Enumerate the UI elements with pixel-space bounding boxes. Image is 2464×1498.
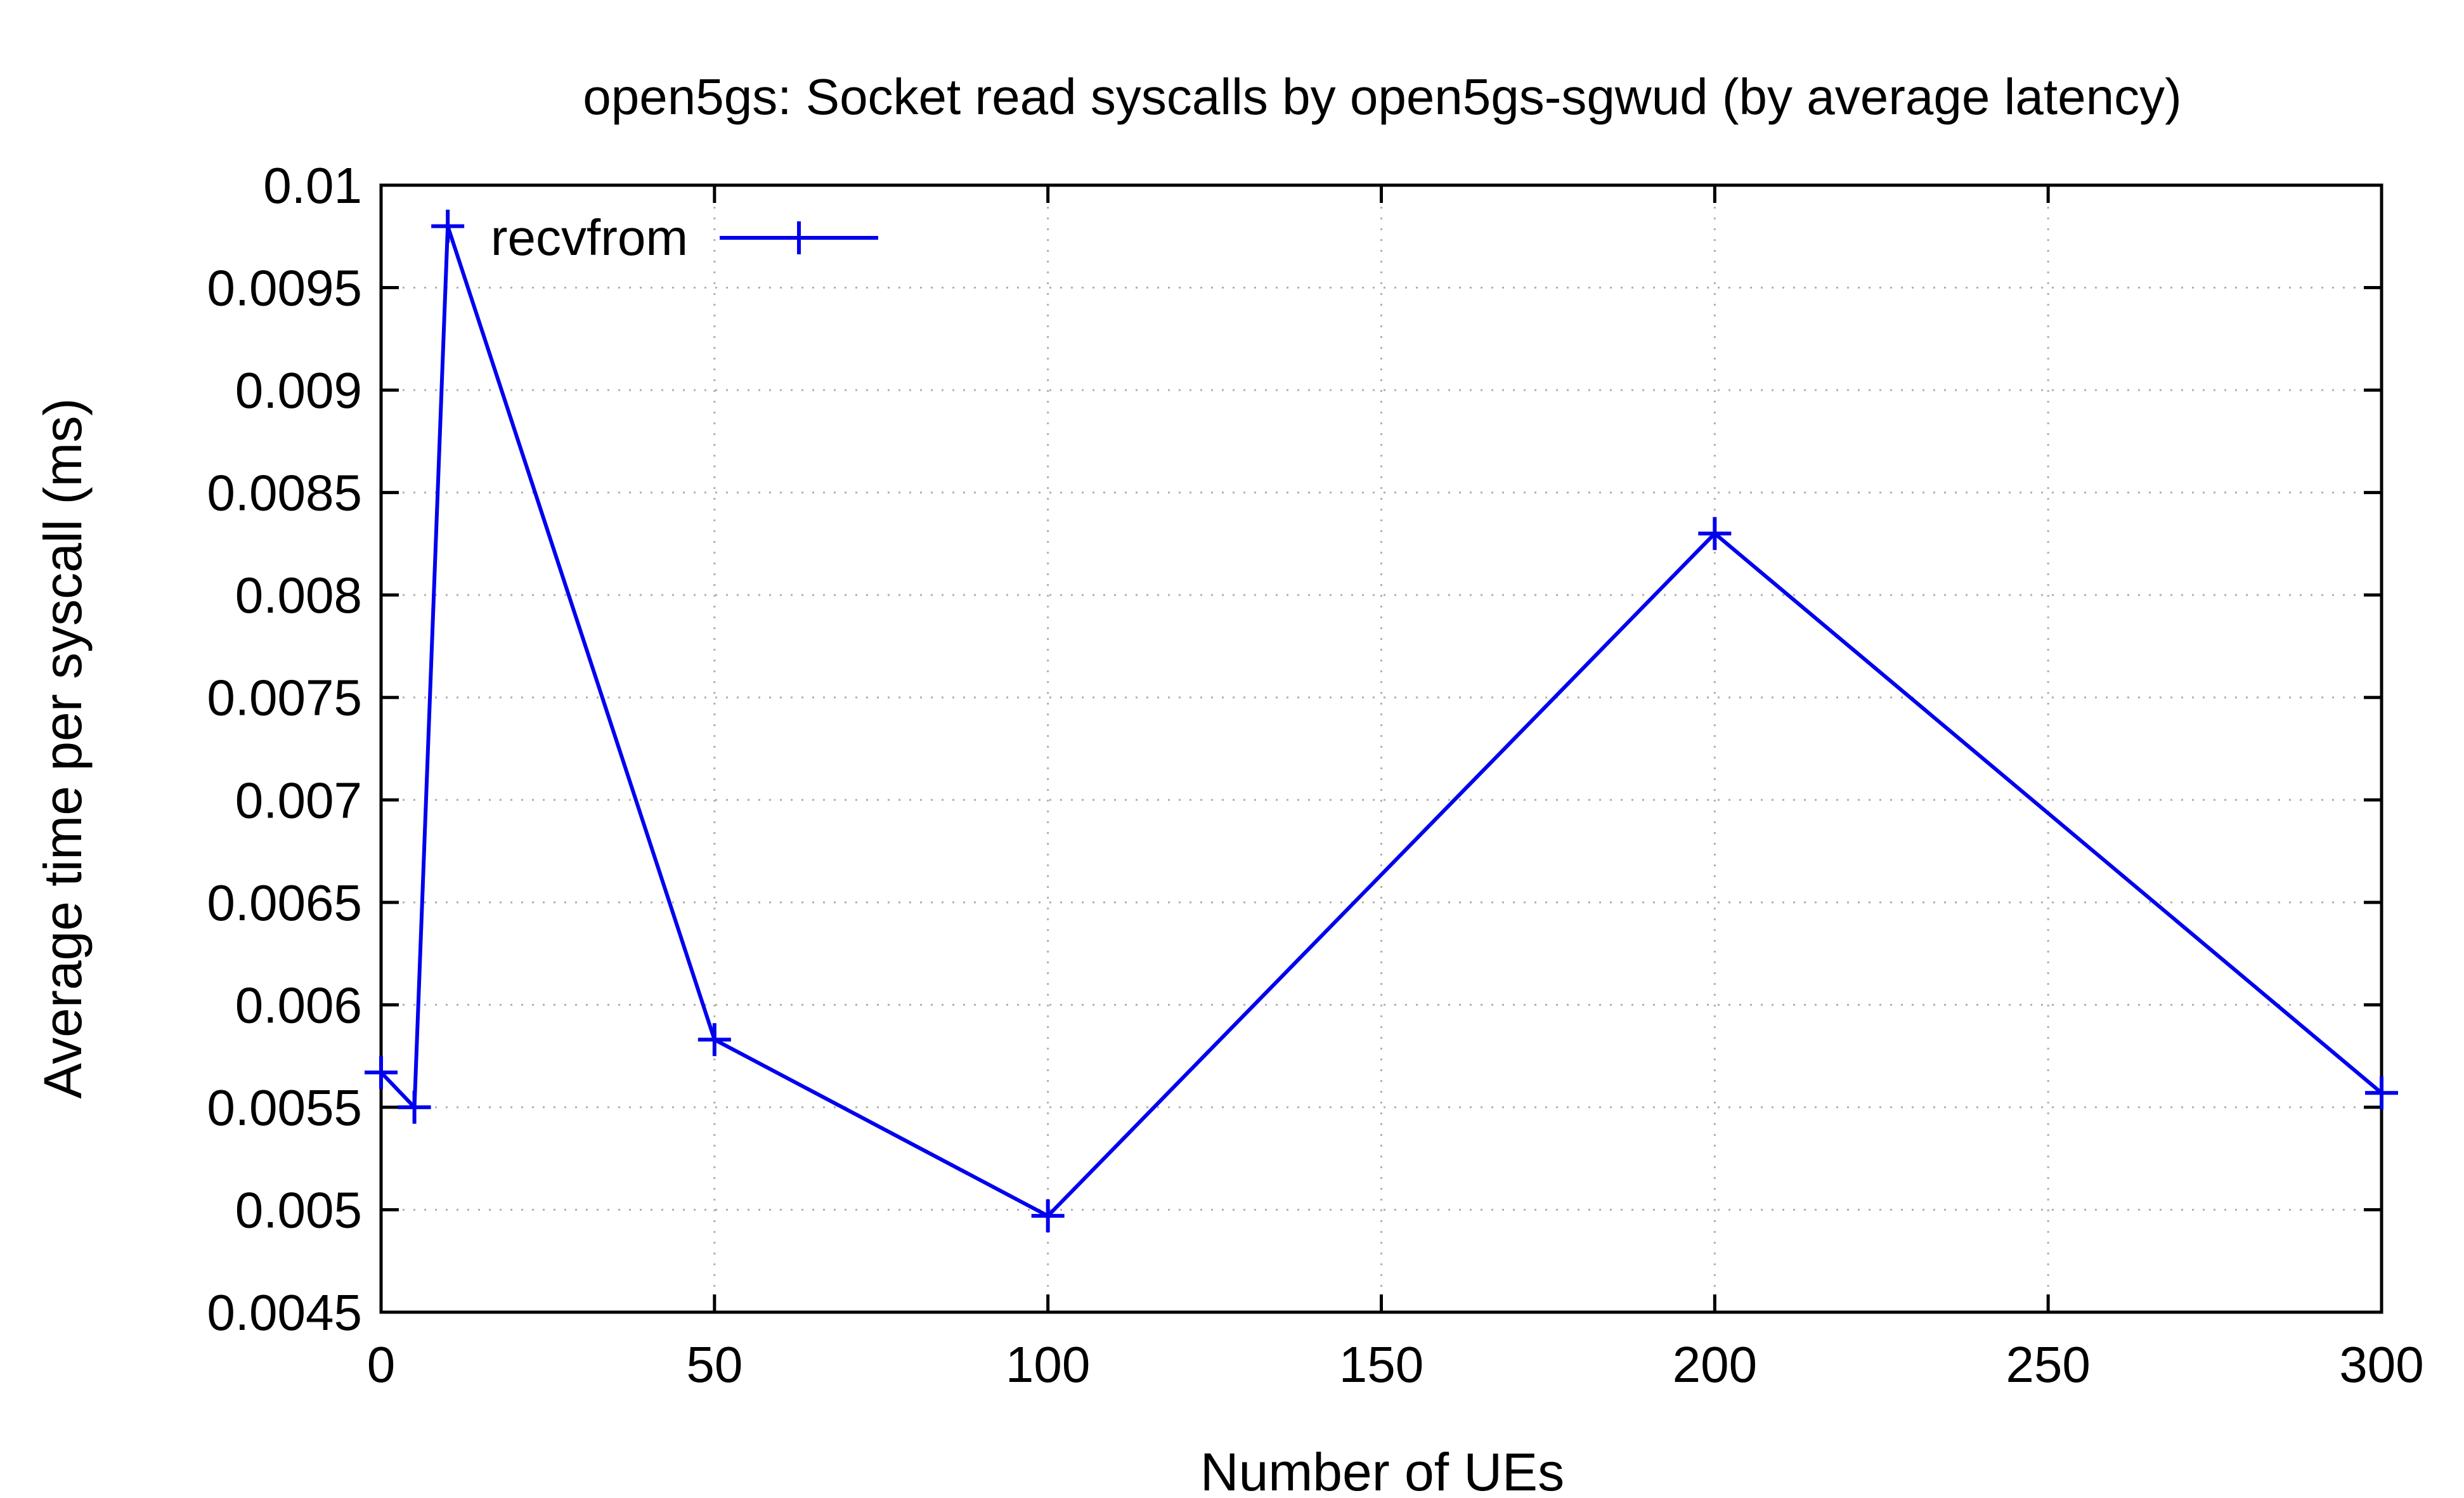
chart-title: open5gs: Socket read syscalls by open5gs… (583, 68, 2181, 125)
x-axis-label: Number of UEs (1200, 1442, 1564, 1498)
y-tick-label: 0.0065 (207, 875, 362, 931)
y-tick-label: 0.0075 (207, 670, 362, 726)
y-tick-label: 0.006 (235, 977, 362, 1033)
data-point (2365, 1076, 2398, 1110)
grid-lines (381, 185, 2382, 1312)
x-tick-label: 100 (1006, 1336, 1090, 1393)
y-tick-label: 0.007 (235, 772, 362, 828)
data-point (697, 1023, 731, 1057)
axis-ticks (379, 183, 2383, 1314)
y-tick-label: 0.0045 (207, 1284, 362, 1341)
x-tick-label: 250 (2006, 1336, 2090, 1393)
x-tick-label: 300 (2339, 1336, 2423, 1393)
legend-label-recvfrom: recvfrom (491, 209, 688, 266)
series-group (365, 209, 2398, 1233)
x-tick-label: 50 (686, 1336, 742, 1393)
x-tick-label: 200 (1673, 1336, 1757, 1393)
y-tick-label: 0.008 (235, 567, 362, 623)
y-tick-label: 0.0085 (207, 465, 362, 521)
y-tick-label: 0.01 (263, 157, 362, 214)
plot-frame (379, 183, 2383, 1314)
x-tick-label: 0 (367, 1336, 396, 1393)
y-tick-labels: 0.0045 0.005 0.0055 0.006 0.0065 0.007 0.0075 0… (207, 157, 362, 1341)
y-tick-label: 0.009 (235, 362, 362, 419)
data-point (1698, 517, 1732, 550)
legend: recvfrom (491, 209, 878, 266)
y-axis-label: Average time per syscall (ms) (33, 398, 93, 1099)
y-tick-label: 0.0055 (207, 1079, 362, 1136)
x-tick-label: 150 (1339, 1336, 1423, 1393)
data-point (365, 1055, 398, 1089)
y-tick-label: 0.005 (235, 1182, 362, 1238)
x-tick-labels: 0 50 100 150 200 250 300 (367, 1336, 2424, 1393)
data-point (1031, 1199, 1065, 1233)
data-point (398, 1090, 431, 1124)
data-point (431, 209, 465, 243)
series-line-recvfrom (379, 225, 2383, 1218)
y-tick-label: 0.0095 (207, 260, 362, 316)
